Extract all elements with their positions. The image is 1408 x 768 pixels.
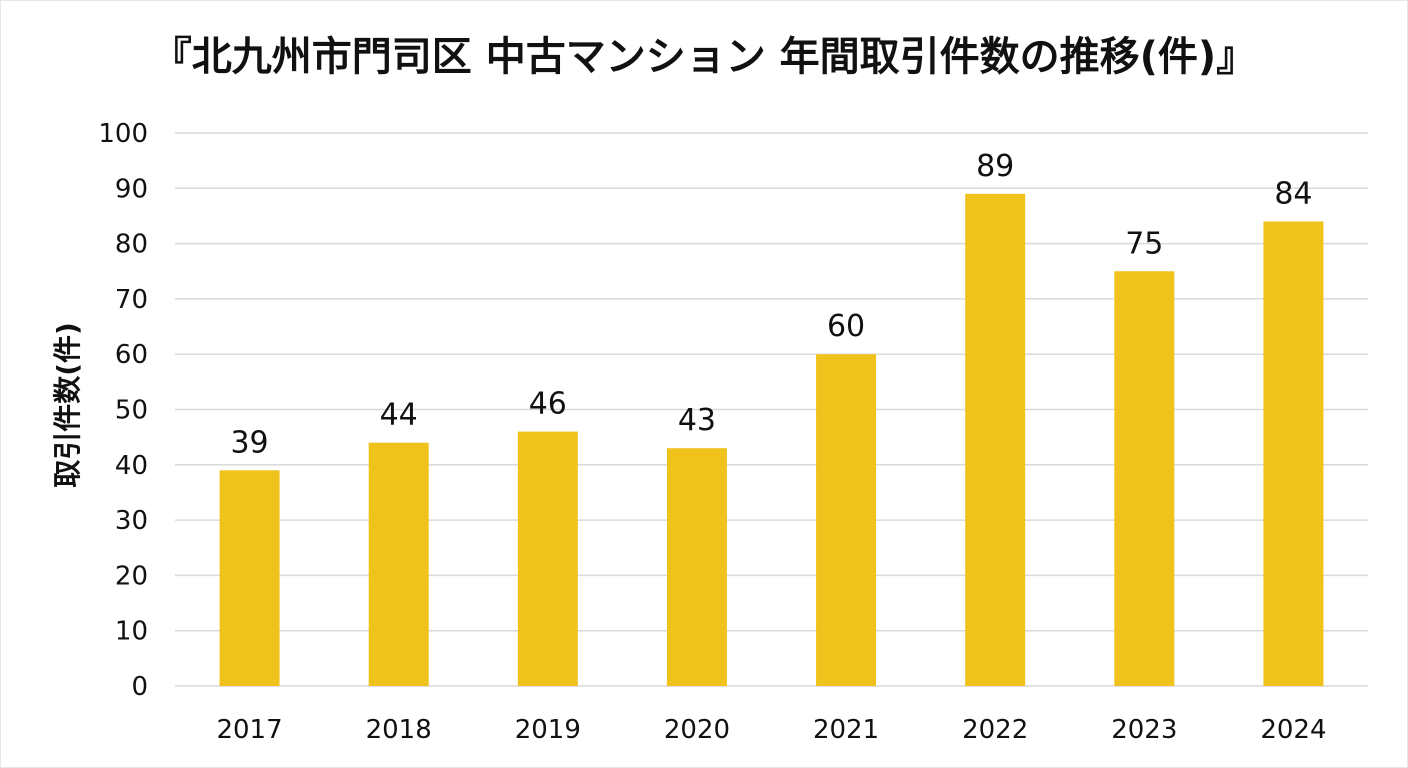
- data-label-2024: 84: [1274, 176, 1312, 211]
- x-tick-label-2022: 2022: [962, 715, 1028, 745]
- x-tick-label-2021: 2021: [813, 715, 879, 745]
- gridlines: [175, 132, 1368, 687]
- y-tick-label: 40: [115, 451, 148, 481]
- x-tick-label-2023: 2023: [1111, 715, 1177, 745]
- bar-2023: [1114, 271, 1175, 686]
- data-label-2023: 75: [1125, 226, 1163, 261]
- bar-2020: [666, 448, 727, 686]
- y-tick-label: 90: [115, 174, 148, 204]
- y-tick-label: 80: [115, 230, 148, 260]
- x-tick-label-2017: 2017: [216, 715, 282, 745]
- bar-2017: [219, 470, 280, 686]
- y-tick-label: 70: [115, 285, 148, 315]
- y-tick-label: 30: [115, 506, 148, 536]
- x-tick-label-2020: 2020: [664, 715, 730, 745]
- y-tick-label: 0: [131, 672, 148, 702]
- x-tick-label-2018: 2018: [366, 715, 432, 745]
- data-labels: 39 44 46 43 60 89 75 84: [230, 149, 1312, 460]
- x-tick-label-2024: 2024: [1260, 715, 1326, 745]
- bars: [219, 193, 1324, 687]
- x-tick-label-2019: 2019: [515, 715, 581, 745]
- data-label-2019: 46: [529, 387, 567, 422]
- y-tick-label: 60: [115, 340, 148, 370]
- bar-2021: [816, 354, 877, 686]
- y-tick-label: 100: [98, 119, 148, 149]
- x-axis-ticks: 2017 2018 2019 2020 2021 2022 2023 2024: [216, 715, 1326, 745]
- y-axis-ticks: 0 10 20 30 40 50 60 70 80 90 100: [98, 119, 148, 702]
- bar-2019: [517, 431, 578, 686]
- data-label-2020: 43: [678, 403, 716, 438]
- y-tick-label: 10: [115, 617, 148, 647]
- y-tick-label: 50: [115, 396, 148, 426]
- data-label-2017: 39: [230, 425, 268, 460]
- bar-2024: [1263, 221, 1324, 687]
- data-label-2022: 89: [976, 149, 1014, 184]
- chart-title: 『北九州市門司区 中古マンション 年間取引件数の推移(件)』: [151, 34, 1257, 80]
- data-label-2018: 44: [380, 398, 418, 433]
- bar-2018: [368, 442, 429, 686]
- data-label-2021: 60: [827, 309, 865, 344]
- bar-2022: [965, 193, 1026, 686]
- y-tick-label: 20: [115, 561, 148, 591]
